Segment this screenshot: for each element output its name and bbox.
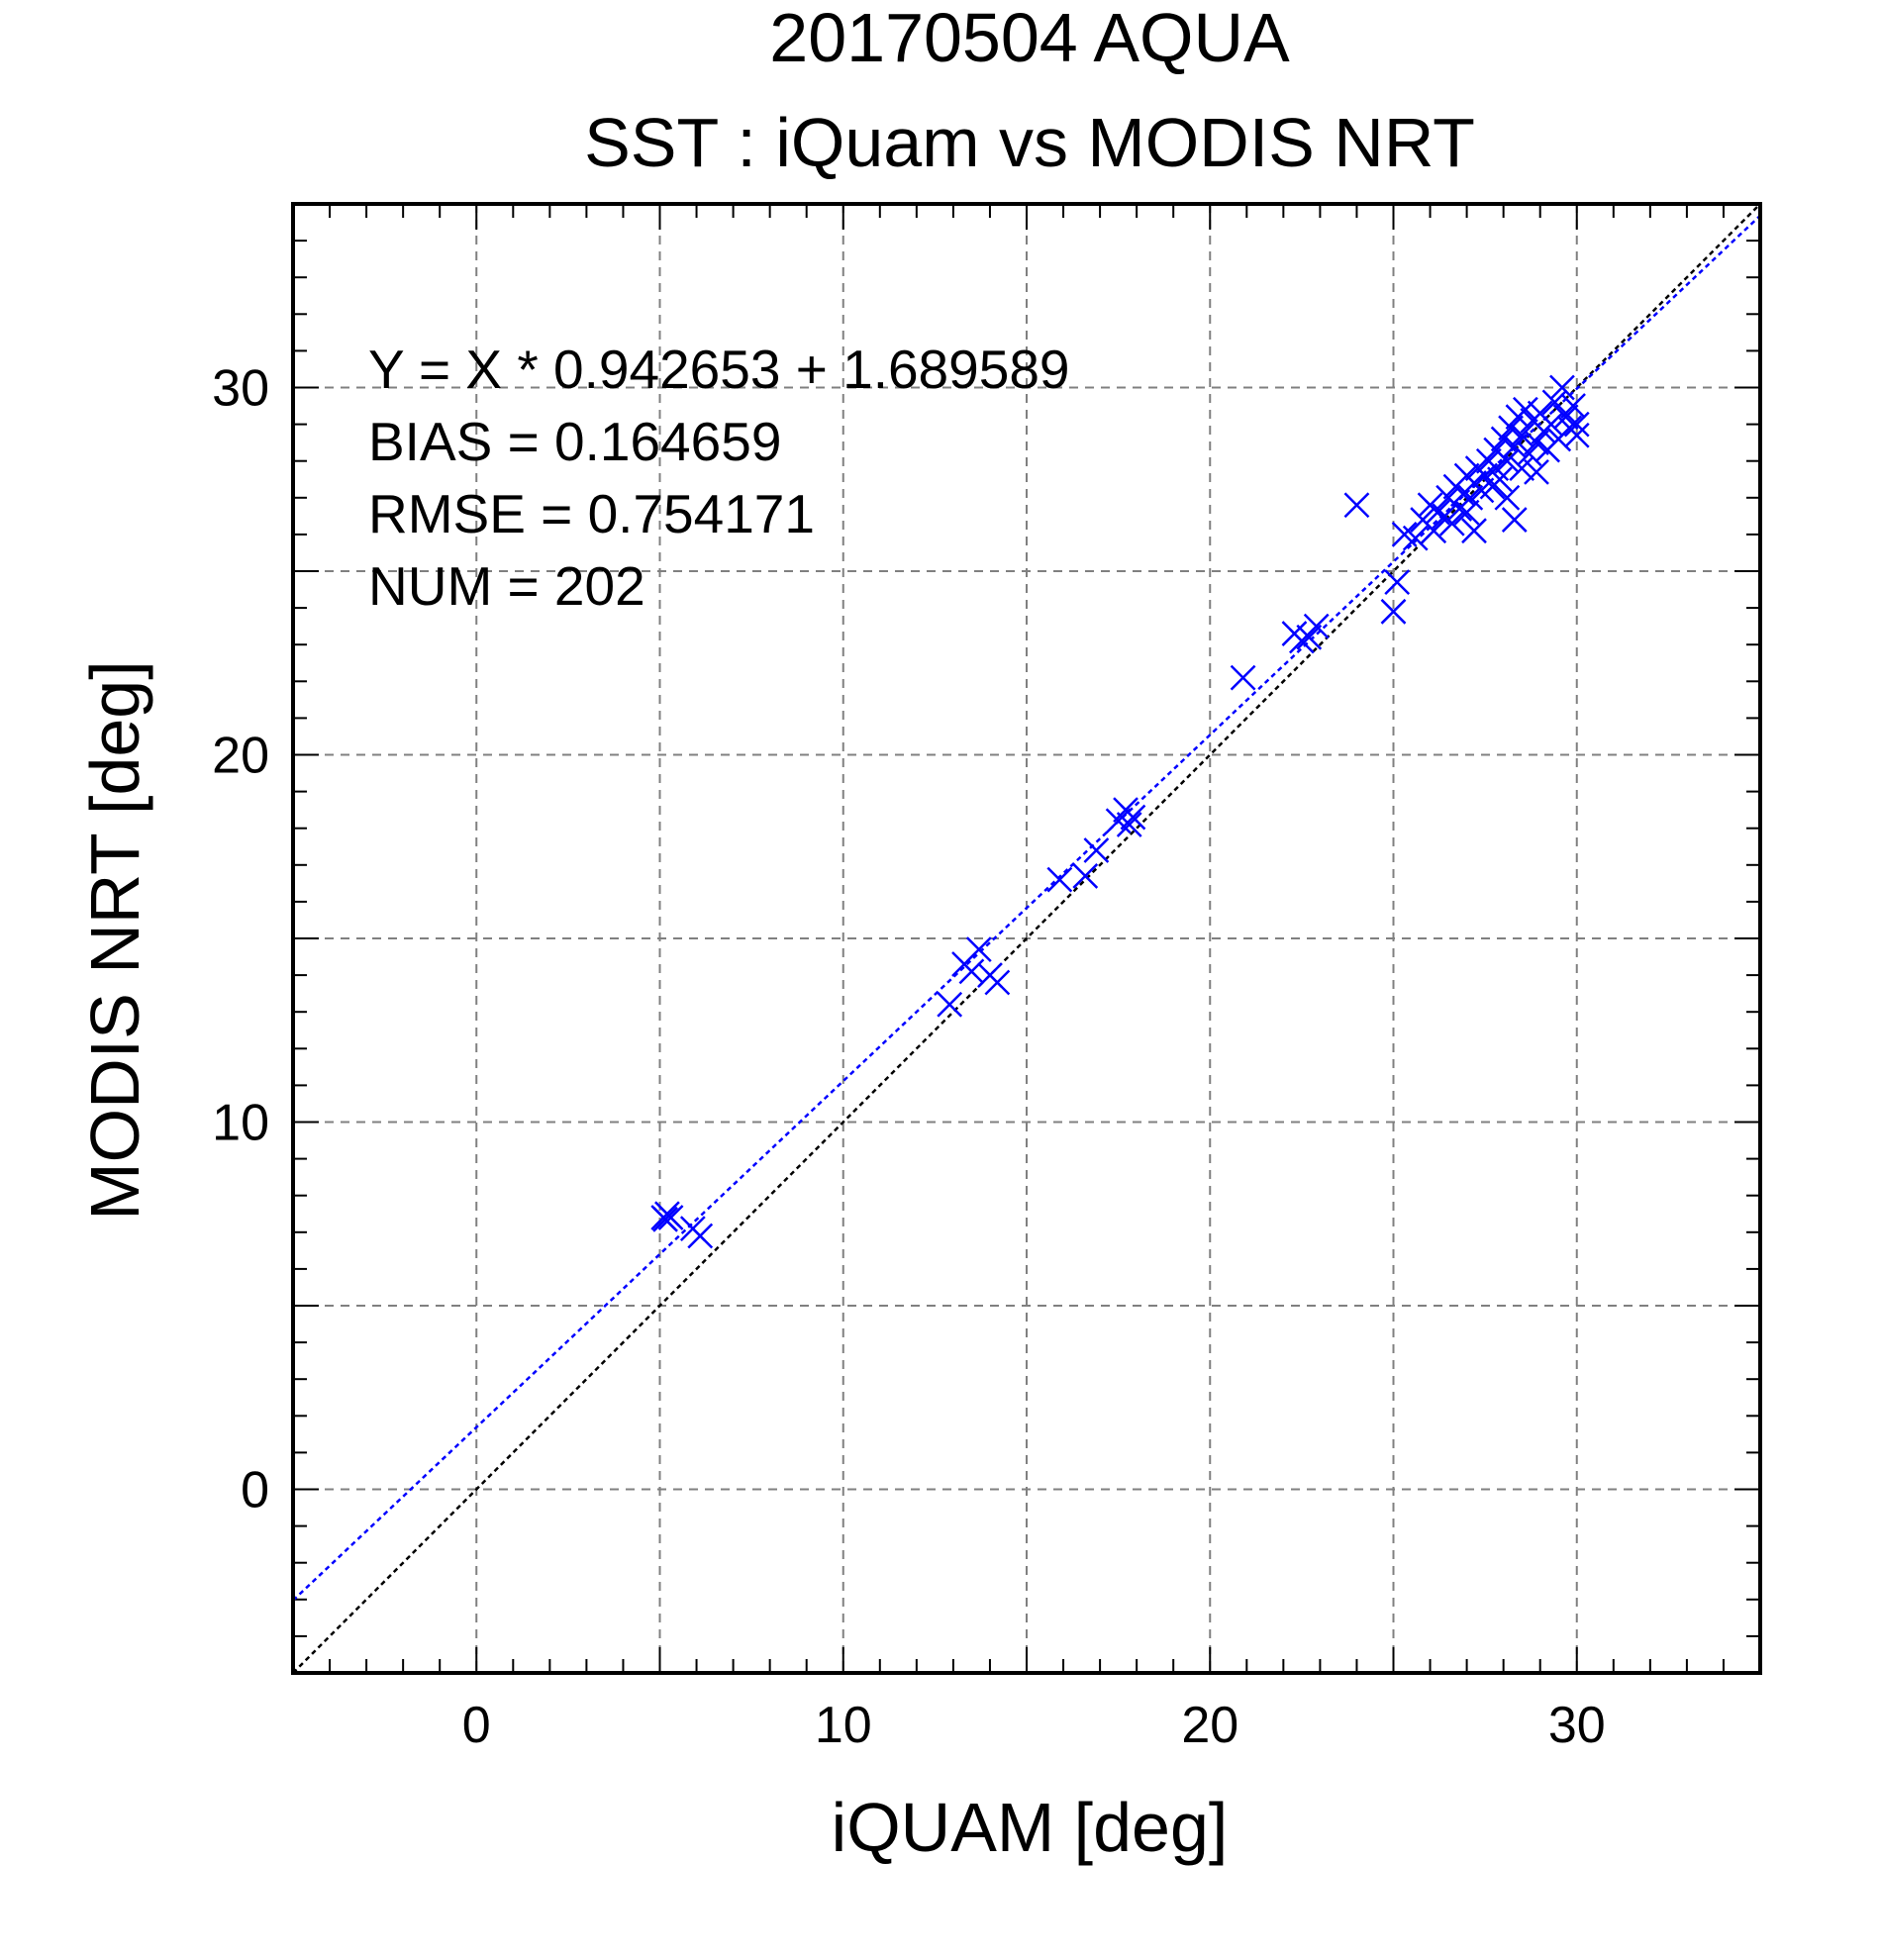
data-point — [1524, 458, 1549, 485]
stats-line: RMSE = 0.754171 — [368, 483, 815, 544]
chart-subtitle: SST : iQuam vs MODIS NRT — [584, 104, 1475, 181]
data-point — [1453, 499, 1480, 526]
data-point — [937, 991, 963, 1018]
data-point — [1563, 422, 1590, 448]
data-point — [1046, 866, 1073, 893]
data-point — [1457, 484, 1484, 511]
data-point — [1120, 804, 1146, 831]
data-point — [958, 958, 985, 985]
data-point — [652, 1206, 678, 1232]
y-tick-label: 0 — [241, 1462, 269, 1519]
data-point — [1230, 664, 1256, 691]
x-tick-label: 10 — [815, 1697, 872, 1754]
data-point — [1487, 466, 1513, 493]
data-point — [687, 1223, 714, 1249]
data-points — [650, 374, 1590, 1249]
stats-annotation: Y = X * 0.942653 + 1.689589 BIAS = 0.1646… — [368, 339, 1070, 617]
data-point — [984, 969, 1011, 996]
data-point — [1563, 411, 1590, 438]
data-point — [1296, 624, 1323, 650]
data-point — [1072, 863, 1099, 889]
data-point — [1509, 455, 1535, 482]
data-point — [1380, 598, 1407, 625]
x-tick-label: 30 — [1548, 1697, 1606, 1754]
data-point — [1083, 837, 1110, 863]
data-point — [657, 1205, 684, 1230]
chart-title: 20170504 AQUA — [769, 0, 1290, 76]
y-tick-label: 20 — [212, 728, 269, 785]
data-point — [1494, 447, 1521, 474]
data-point — [1509, 422, 1535, 448]
data-point — [1501, 507, 1528, 533]
y-tick-label: 10 — [212, 1095, 269, 1152]
stats-line: BIAS = 0.164659 — [368, 411, 781, 472]
data-point — [1402, 525, 1429, 551]
data-point — [1512, 396, 1538, 423]
data-point — [965, 936, 992, 963]
y-tick-label: 30 — [212, 360, 269, 418]
y-axis-label: MODIS NRT [deg] — [76, 660, 153, 1220]
x-tick-label: 20 — [1181, 1697, 1238, 1754]
data-point — [1116, 812, 1142, 837]
data-point — [1384, 569, 1411, 596]
x-tick-label: 0 — [462, 1697, 491, 1754]
plot-frame — [291, 202, 1762, 1675]
axis-ticks — [293, 204, 1760, 1673]
stats-line: NUM = 202 — [368, 555, 645, 617]
data-point — [1438, 510, 1465, 537]
stats-line: Y = X * 0.942653 + 1.689589 — [368, 339, 1070, 400]
data-point — [1524, 430, 1549, 456]
data-point — [1303, 613, 1330, 639]
data-point — [1425, 499, 1450, 526]
x-axis-label: iQUAM [deg] — [832, 1789, 1229, 1866]
grid-lines — [293, 204, 1760, 1673]
data-point — [1501, 433, 1528, 459]
tick-labels: 0 10 20 30 0 10 20 30 — [212, 360, 1606, 1755]
regression-fit-line — [292, 214, 1761, 1602]
data-point — [1549, 374, 1575, 401]
data-point — [1472, 462, 1499, 489]
data-point — [1461, 518, 1487, 544]
data-point — [1343, 492, 1370, 519]
data-point — [1494, 484, 1521, 511]
